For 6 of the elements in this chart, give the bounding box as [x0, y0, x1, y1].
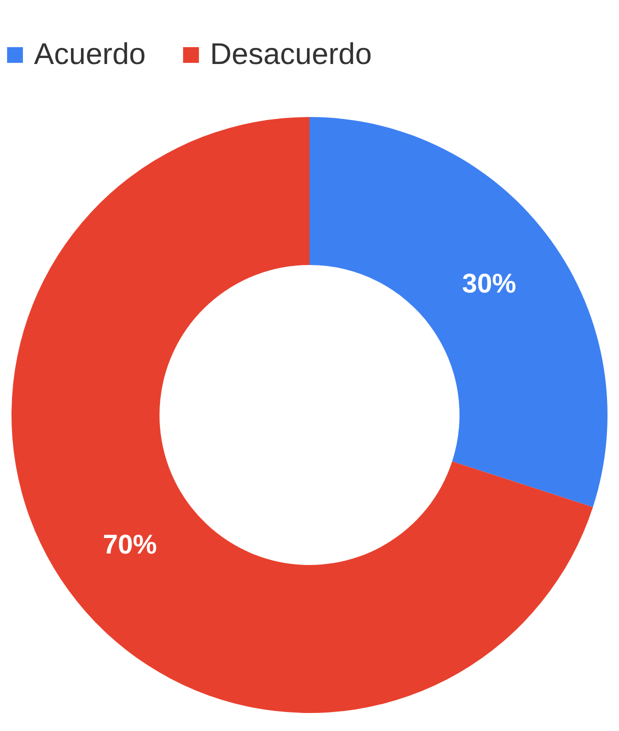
- donut-slice: [12, 117, 593, 713]
- data-label: 70%: [102, 529, 157, 560]
- donut-slice: [310, 117, 607, 508]
- data-label: 30%: [462, 268, 516, 299]
- legend-label: Acuerdo: [34, 38, 146, 71]
- legend-label: Desacuerdo: [210, 38, 372, 71]
